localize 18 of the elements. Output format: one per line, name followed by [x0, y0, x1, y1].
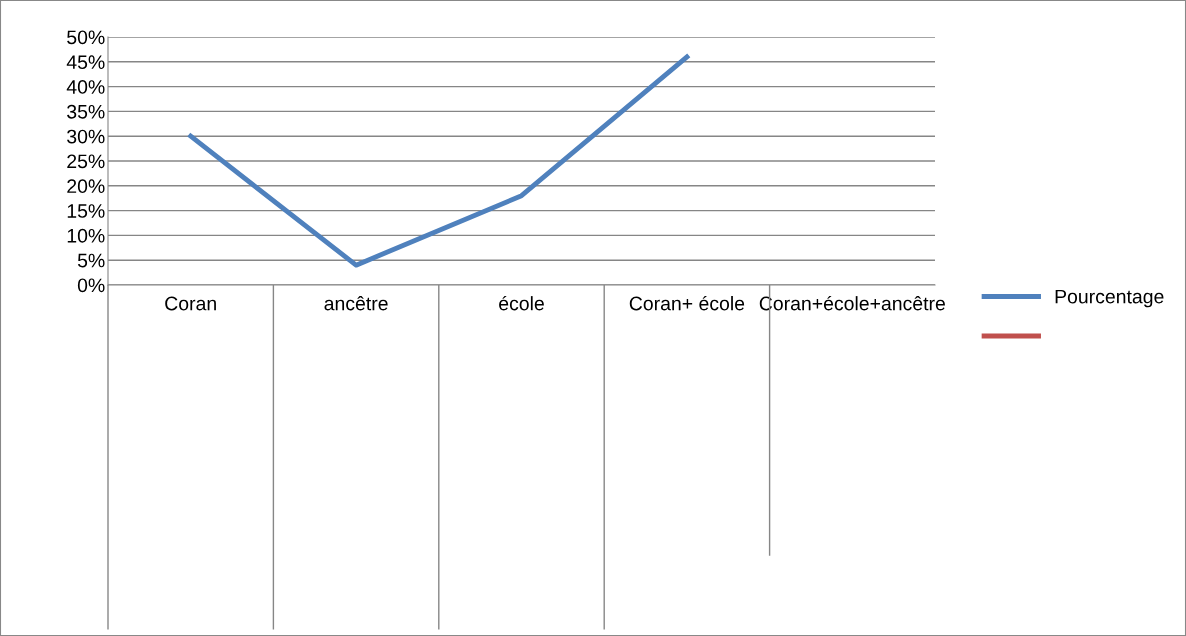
y-tick-label: 35% — [67, 104, 105, 119]
x-tick-label: Coran+ école — [629, 295, 745, 311]
x-tick-label: Coran+école+ancêtre — [759, 295, 945, 311]
y-tick-label: 40% — [66, 80, 105, 94]
y-tick-label: 0% — [77, 278, 105, 293]
y-tick-label: 5% — [77, 253, 105, 268]
y-tick-label: 45% — [66, 55, 105, 70]
y-tick-label: 30% — [67, 129, 105, 144]
y-tick-label: 20% — [67, 179, 105, 194]
x-tick-label: ancêtre — [324, 296, 388, 311]
y-tick-label: 25% — [67, 154, 105, 169]
x-tick-label: Coran — [165, 296, 216, 311]
y-tick-label: 15% — [67, 204, 105, 218]
line-series — [188, 54, 690, 268]
x-tick-label: école — [499, 295, 544, 311]
legend-label: Pourcentage — [1055, 289, 1164, 308]
y-tick-label: 50% — [67, 30, 105, 45]
y-tick-label: 10% — [67, 228, 105, 243]
